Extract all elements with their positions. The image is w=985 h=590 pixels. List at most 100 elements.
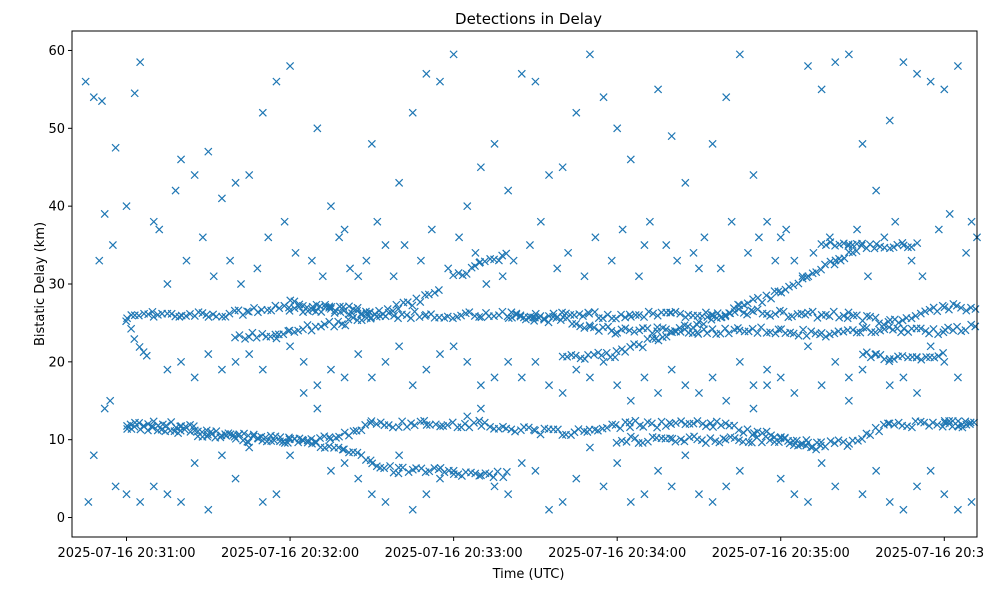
detection-marker: [381, 497, 390, 506]
detection-marker: [136, 497, 145, 506]
detection-marker: [498, 272, 507, 281]
detection-marker: [457, 311, 466, 320]
detection-marker: [701, 308, 710, 317]
detection-marker: [798, 272, 807, 281]
y-axis-label: Bistatic Delay (km): [33, 222, 48, 346]
detection-marker: [701, 422, 711, 431]
detection-marker: [563, 352, 572, 361]
detection-marker: [831, 58, 840, 67]
detection-marker: [507, 425, 516, 434]
detection-marker: [872, 240, 881, 249]
detection-marker: [928, 418, 937, 427]
detection-marker: [743, 248, 753, 257]
detection-marker: [774, 287, 783, 296]
detection-marker: [622, 437, 631, 446]
detection-marker: [341, 321, 350, 330]
detection-marker: [122, 202, 131, 211]
y-tick-label: 10: [48, 433, 65, 448]
detection-marker: [395, 342, 404, 351]
detection-marker: [326, 466, 335, 475]
detection-marker: [875, 427, 884, 436]
detection-marker: [489, 473, 498, 482]
detection-marker: [280, 438, 289, 448]
detection-marker: [291, 248, 300, 257]
detection-marker: [817, 85, 826, 94]
detection-marker: [776, 373, 785, 382]
detection-marker: [939, 348, 948, 357]
detection-marker: [264, 233, 273, 242]
detection-marker: [626, 155, 635, 164]
detection-marker: [817, 265, 826, 274]
detection-marker: [794, 331, 803, 340]
detection-marker: [681, 178, 690, 187]
detection-marker: [774, 438, 783, 447]
detection-marker: [345, 302, 354, 311]
detection-marker: [185, 309, 194, 318]
y-tick-label: 60: [48, 44, 65, 59]
detection-marker: [390, 311, 399, 320]
detection-marker: [517, 69, 526, 78]
detection-marker: [476, 163, 485, 172]
detection-marker: [349, 313, 358, 322]
detection-marker: [321, 300, 330, 309]
detection-marker: [331, 306, 340, 315]
detection-marker: [471, 469, 480, 478]
detection-marker: [315, 302, 324, 311]
detection-marker: [507, 313, 517, 322]
detection-marker: [648, 329, 657, 338]
detection-marker: [449, 271, 458, 280]
detection-marker: [353, 303, 362, 312]
detection-marker: [283, 438, 292, 447]
detection-marker: [667, 482, 676, 491]
detection-marker: [735, 357, 744, 366]
detection-marker: [662, 332, 671, 341]
detection-marker: [918, 272, 927, 281]
detection-marker: [903, 422, 912, 431]
detection-marker: [735, 326, 744, 335]
detection-marker: [871, 313, 880, 322]
detection-marker: [354, 474, 363, 483]
detection-marker: [765, 436, 774, 445]
detection-marker: [463, 412, 472, 421]
detection-marker: [899, 373, 908, 382]
detection-marker: [504, 490, 513, 499]
detection-marker: [703, 329, 712, 338]
detection-marker: [631, 434, 640, 443]
detection-marker: [122, 490, 131, 499]
detection-marker: [122, 317, 131, 326]
detection-marker: [599, 357, 608, 366]
detection-marker: [676, 327, 685, 336]
detection-marker: [381, 357, 390, 366]
detection-marker: [494, 256, 503, 265]
detection-marker: [476, 471, 486, 480]
detection-marker: [616, 310, 626, 319]
detection-marker: [216, 433, 225, 442]
detection-marker: [490, 255, 499, 264]
detection-marker: [926, 466, 935, 475]
detection-marker: [469, 418, 479, 427]
detection-marker: [907, 243, 916, 252]
detection-marker: [831, 482, 840, 491]
detection-marker: [724, 329, 733, 338]
detection-marker: [747, 306, 756, 315]
detection-marker: [671, 418, 680, 427]
detection-marker: [694, 388, 703, 398]
detection-marker: [889, 243, 898, 252]
detection-marker: [394, 423, 403, 432]
detection-marker: [485, 470, 494, 479]
detection-marker: [440, 468, 449, 477]
detection-marker: [913, 239, 922, 248]
detection-marker: [830, 329, 839, 338]
detection-marker: [111, 482, 120, 491]
detection-marker: [912, 353, 921, 362]
detection-marker: [817, 459, 826, 468]
detection-marker: [326, 202, 335, 211]
detection-marker: [177, 497, 186, 506]
detection-marker: [136, 58, 145, 67]
detection-marker: [673, 256, 682, 265]
detection-marker: [862, 348, 871, 357]
detection-marker: [585, 50, 594, 59]
detection-marker: [709, 422, 718, 432]
detection-marker: [635, 326, 644, 335]
